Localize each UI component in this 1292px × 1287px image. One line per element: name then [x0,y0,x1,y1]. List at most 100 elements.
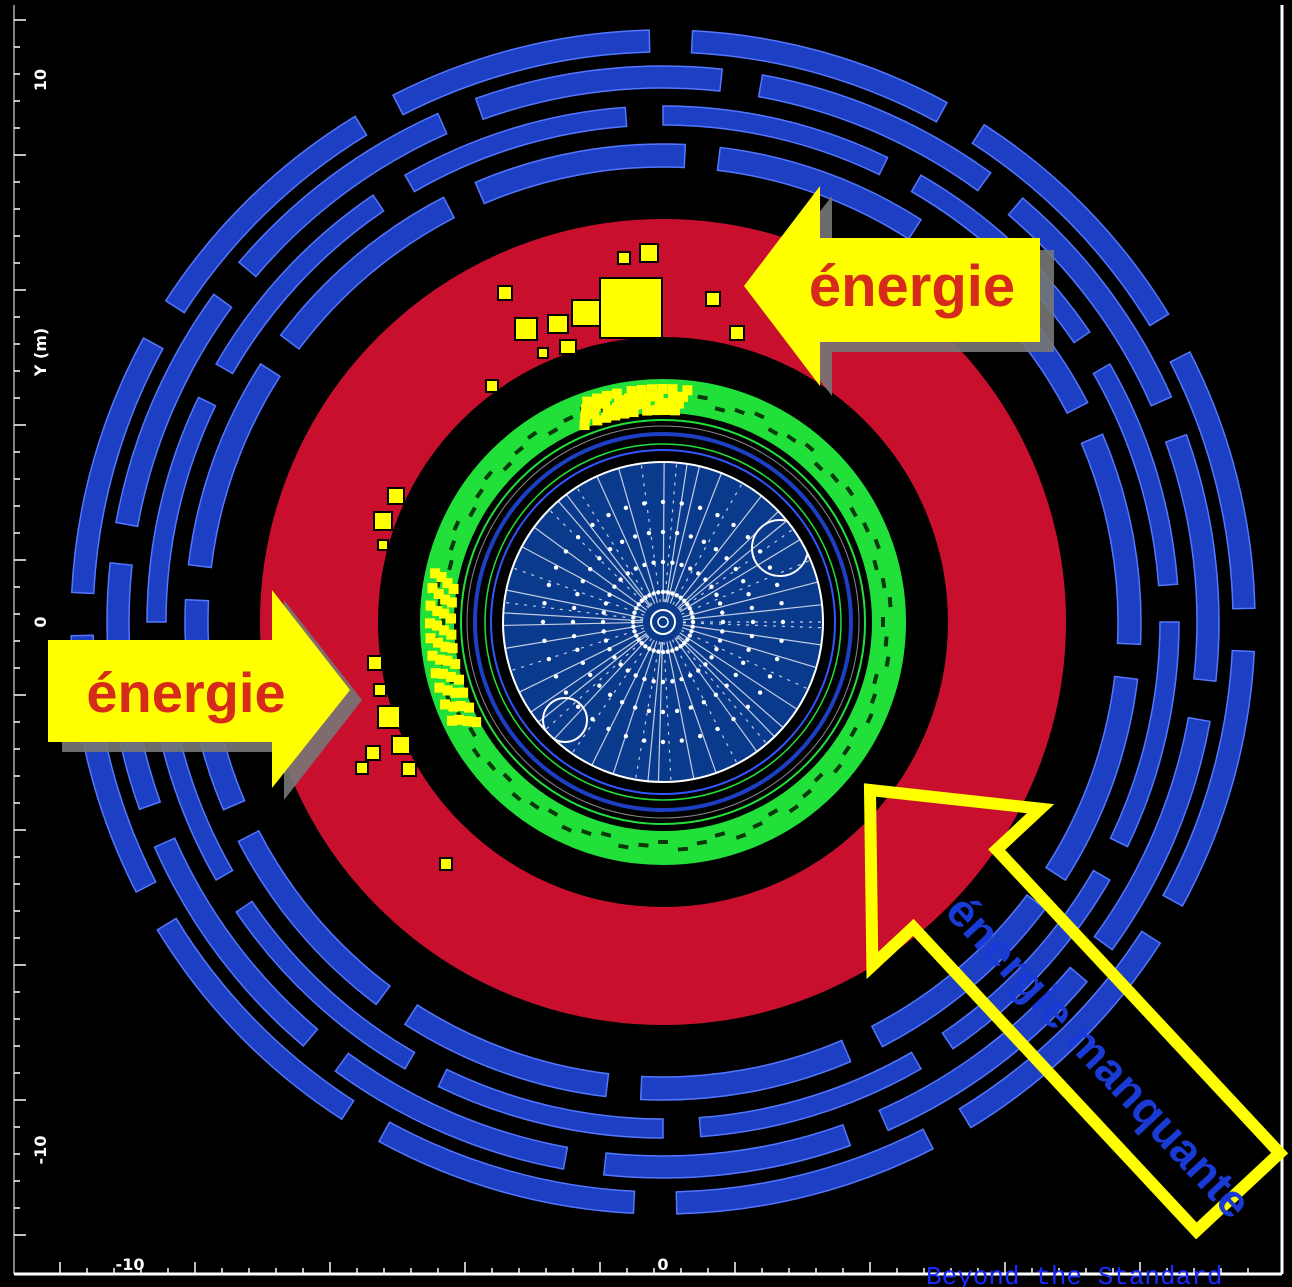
tracker-hit [542,639,546,643]
tracker-hit [612,655,616,659]
tracker-hit [547,583,551,587]
tracker-hit [643,596,647,600]
tracker-hit [675,709,679,713]
tracker-hit [652,591,656,595]
tracker-hit [631,620,635,624]
tracker-hit [714,647,718,651]
tracker-hit [696,668,700,672]
tracker-hit [601,620,605,624]
hcal-energy-deposit [498,286,512,300]
hcal-energy-deposit [388,488,404,504]
em-energy-deposit [434,683,444,693]
tracker-hit [781,620,785,624]
em-energy-deposit [657,384,667,394]
tracker-hit [576,535,580,539]
em-energy-deposit [612,389,622,399]
tracker-hit [634,566,638,570]
tracker-hit [758,549,762,553]
tracker-hit [631,615,635,619]
tracker-hit [670,591,674,595]
hcal-energy-deposit [402,762,416,776]
tracker-hit [689,611,693,615]
tracker-hit [679,677,683,681]
tracker-hit [604,601,608,605]
tracker-hit [590,523,594,527]
em-cell [658,840,668,844]
tracker-hit [620,700,624,704]
tracker-hit [647,709,651,713]
tracker-hit [689,534,693,538]
hcal-energy-deposit [538,348,548,358]
tracker-hit [661,500,665,504]
tracker-hit [674,593,678,597]
em-energy-deposit [427,583,437,593]
tracker-hit [631,624,635,628]
em-energy-deposit [440,699,450,709]
tracker-hit [714,593,718,597]
tracker-hit [688,606,692,610]
em-energy-deposit [426,633,436,643]
hcal-energy-deposit [572,300,600,326]
tracker-hit [597,556,601,560]
tracker-hit [758,690,762,694]
tracker-hit [746,592,750,596]
tracker-hit [768,565,772,569]
tracker-hit [741,579,745,583]
hcal-energy-deposit [374,512,392,530]
em-energy-deposit [430,568,440,578]
tracker-hit [618,577,622,581]
tracker-hit [642,738,646,742]
tracker-hit [709,655,713,659]
tracker-hit [554,565,558,569]
tracker-hit [690,615,694,619]
tracker-hit [779,601,783,605]
tracker-hit [618,662,622,666]
tracker-hit [688,633,692,637]
tracker-hit [703,577,707,581]
y-tick-label-neg10: -10 [31,1136,50,1165]
tracker-hit [643,644,647,648]
tracker-hit [632,611,636,615]
em-cell [881,617,885,627]
tracker-hit [606,513,610,517]
tracker-hit [661,560,665,564]
tracker-hit [682,599,686,603]
tracker-hit [634,606,638,610]
tracker-hit [680,501,684,505]
tracker-hit [721,620,725,624]
tracker-hit [634,633,638,637]
tracker-hit [554,674,558,678]
tracker-hit [581,579,585,583]
tracker-hit [702,540,706,544]
tracker-hit [746,535,750,539]
hcal-energy-deposit [392,736,410,754]
hcal-energy-deposit [374,684,386,696]
tracker-hit [670,679,674,683]
em-energy-deposit [447,716,457,726]
tracker-hit [665,649,669,653]
tracker-hit [588,673,592,677]
tracker-hit [698,506,702,510]
tracker-hit [680,738,684,742]
tracker-hit [632,629,636,633]
tracker-hit [702,700,706,704]
tracker-hit [647,647,651,651]
tracker-hit [688,673,692,677]
tracker-hit [775,657,779,661]
tracker-hit [575,648,579,652]
em-energy-deposit [602,391,612,401]
tracker-hit [724,556,728,560]
tracker-hit [665,590,669,594]
hcal-energy-deposit [368,656,382,670]
tracker-hit [647,531,651,535]
tracker-hit [576,705,580,709]
tracker-hit [634,673,638,677]
tracker-hit [607,647,611,651]
tracker-hit [746,648,750,652]
tracker-hit [661,740,665,744]
tracker-hit [624,734,628,738]
tracker-hit [746,705,750,709]
tracker-hit [734,673,738,677]
tracker-hit [642,677,646,681]
tracker-hit [691,620,695,624]
